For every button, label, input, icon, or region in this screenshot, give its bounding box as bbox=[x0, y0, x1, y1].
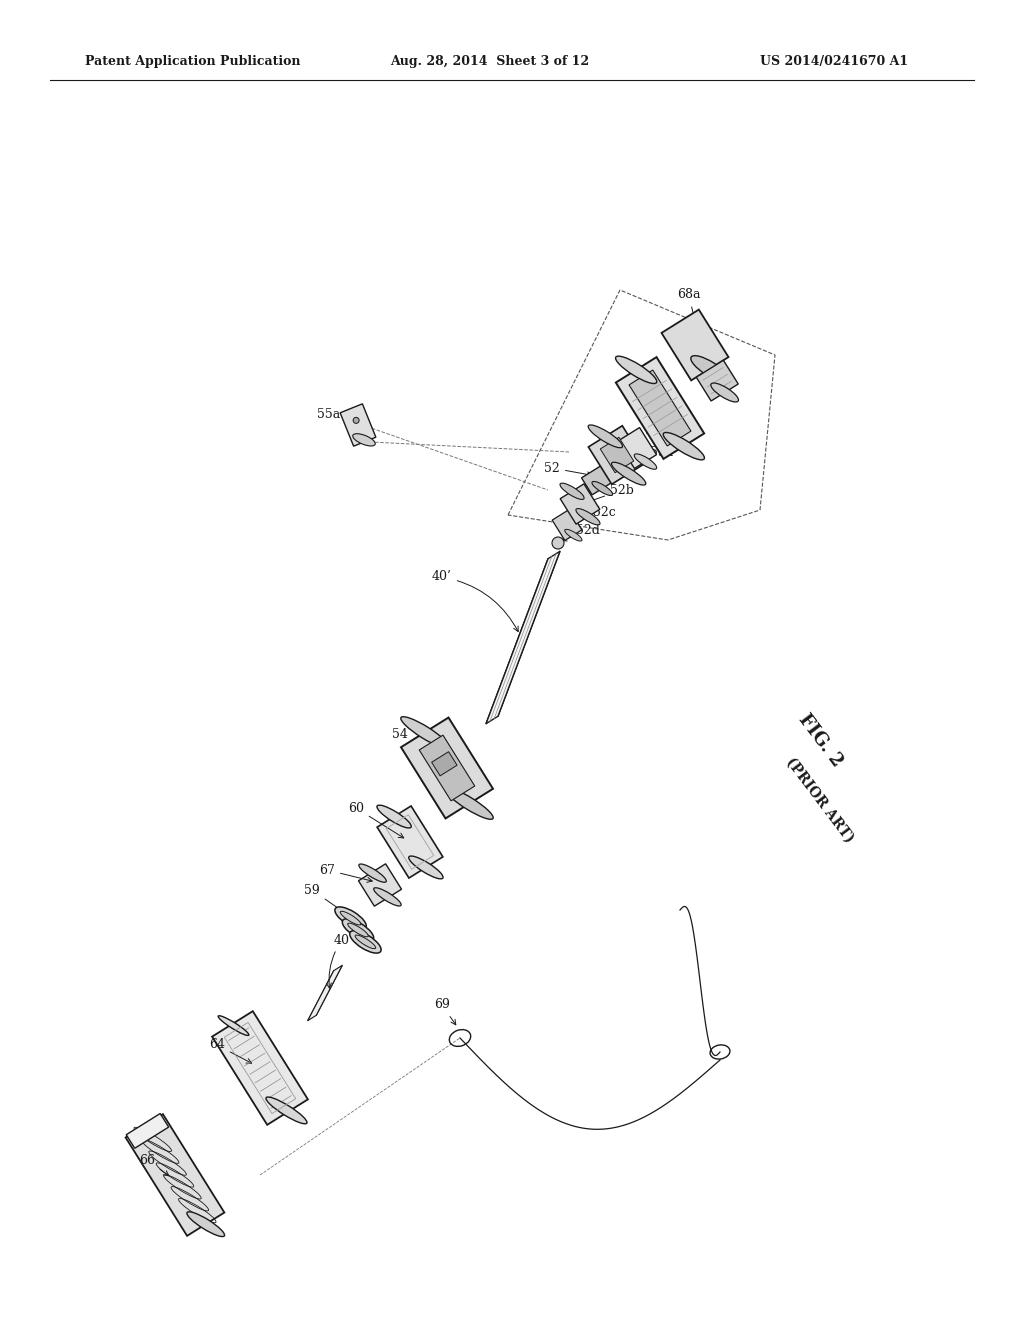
Ellipse shape bbox=[348, 923, 369, 937]
Ellipse shape bbox=[377, 805, 412, 828]
Polygon shape bbox=[615, 358, 705, 459]
Text: 59: 59 bbox=[304, 883, 352, 917]
Ellipse shape bbox=[187, 1212, 224, 1237]
Text: 40: 40 bbox=[327, 933, 350, 989]
Ellipse shape bbox=[552, 537, 564, 549]
Text: (PRIOR ART): (PRIOR ART) bbox=[783, 755, 856, 845]
Text: 52: 52 bbox=[544, 462, 592, 477]
Text: US 2014/0241670 A1: US 2014/0241670 A1 bbox=[760, 55, 908, 69]
Polygon shape bbox=[377, 807, 442, 878]
Ellipse shape bbox=[374, 888, 401, 906]
Polygon shape bbox=[552, 510, 582, 540]
Ellipse shape bbox=[564, 529, 582, 541]
Ellipse shape bbox=[615, 356, 656, 384]
Polygon shape bbox=[617, 428, 656, 469]
Text: 52c: 52c bbox=[572, 506, 615, 524]
Text: 64: 64 bbox=[209, 1039, 252, 1063]
Text: 54: 54 bbox=[392, 729, 437, 763]
Ellipse shape bbox=[664, 433, 705, 459]
Ellipse shape bbox=[355, 935, 376, 949]
Ellipse shape bbox=[611, 462, 646, 484]
Text: 69: 69 bbox=[434, 998, 456, 1024]
Ellipse shape bbox=[400, 717, 449, 748]
Polygon shape bbox=[696, 360, 738, 401]
Ellipse shape bbox=[575, 508, 600, 525]
Text: 52a: 52a bbox=[622, 424, 669, 444]
Ellipse shape bbox=[352, 434, 375, 446]
Ellipse shape bbox=[342, 919, 374, 941]
Text: 68a: 68a bbox=[677, 289, 700, 321]
Polygon shape bbox=[629, 370, 691, 446]
Polygon shape bbox=[486, 552, 560, 723]
Ellipse shape bbox=[335, 907, 367, 929]
Text: 52d: 52d bbox=[561, 524, 600, 541]
Polygon shape bbox=[308, 965, 342, 1020]
Text: 67: 67 bbox=[319, 863, 373, 882]
Ellipse shape bbox=[560, 483, 584, 499]
Ellipse shape bbox=[266, 1097, 307, 1123]
Polygon shape bbox=[662, 310, 728, 380]
Polygon shape bbox=[560, 484, 600, 524]
Ellipse shape bbox=[634, 454, 656, 469]
Polygon shape bbox=[358, 863, 401, 907]
Ellipse shape bbox=[445, 788, 494, 820]
Polygon shape bbox=[126, 1114, 224, 1236]
Polygon shape bbox=[401, 718, 493, 818]
Text: Patent Application Publication: Patent Application Publication bbox=[85, 55, 300, 69]
Ellipse shape bbox=[218, 1015, 249, 1035]
Ellipse shape bbox=[588, 425, 623, 447]
Ellipse shape bbox=[409, 857, 443, 879]
Text: 40’: 40’ bbox=[432, 570, 518, 631]
Text: 55a: 55a bbox=[316, 408, 356, 426]
Ellipse shape bbox=[691, 355, 729, 381]
Polygon shape bbox=[340, 404, 376, 446]
Polygon shape bbox=[582, 465, 612, 495]
Polygon shape bbox=[126, 1114, 169, 1148]
Polygon shape bbox=[419, 735, 475, 801]
Text: 60: 60 bbox=[348, 801, 403, 838]
Polygon shape bbox=[432, 751, 457, 776]
Text: 55a: 55a bbox=[642, 446, 673, 458]
Text: 52b: 52b bbox=[586, 483, 634, 503]
Polygon shape bbox=[589, 426, 645, 484]
Polygon shape bbox=[600, 437, 634, 473]
Ellipse shape bbox=[592, 482, 612, 495]
Text: 66: 66 bbox=[139, 1154, 169, 1176]
Ellipse shape bbox=[711, 383, 738, 403]
Ellipse shape bbox=[350, 931, 381, 953]
Text: FIG. 2: FIG. 2 bbox=[795, 710, 846, 770]
Polygon shape bbox=[212, 1011, 308, 1125]
Ellipse shape bbox=[358, 865, 386, 882]
Ellipse shape bbox=[353, 417, 359, 424]
Text: Aug. 28, 2014  Sheet 3 of 12: Aug. 28, 2014 Sheet 3 of 12 bbox=[390, 55, 589, 69]
Text: 68: 68 bbox=[635, 368, 653, 392]
Ellipse shape bbox=[340, 911, 360, 925]
